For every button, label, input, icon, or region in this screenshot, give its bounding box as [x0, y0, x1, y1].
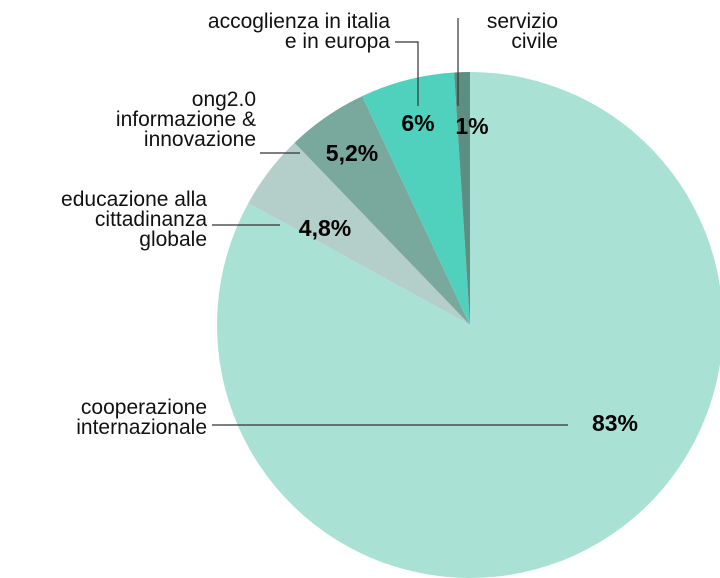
value-label: 5,2% — [326, 140, 378, 166]
label-line: informazione & — [116, 108, 256, 131]
pie-slice — [294, 96, 470, 325]
value-label: 6% — [401, 110, 434, 136]
pie-slice — [454, 72, 470, 325]
label-line: innovazione — [144, 128, 256, 151]
value-label: 1% — [455, 113, 488, 139]
label-line: internazionale — [76, 416, 207, 439]
label-line: globale — [139, 228, 207, 251]
pie-slice — [248, 142, 470, 325]
value-label: 4,8% — [299, 215, 351, 241]
label-line: civile — [511, 30, 558, 53]
category-label: accoglienza in italia e in europa — [208, 10, 390, 53]
label-line: servizio — [487, 10, 558, 33]
label-line: ong2.0 — [192, 88, 256, 111]
category-label: servizio civile — [487, 10, 558, 53]
label-line: e in europa — [285, 30, 390, 53]
pie-slice — [362, 72, 470, 325]
category-label: educazione alla cittadinanza globale — [61, 188, 207, 251]
label-line: educazione alla — [61, 188, 207, 211]
pie-slice — [217, 72, 720, 578]
value-label: 83% — [592, 410, 638, 436]
leader-line — [395, 41, 419, 106]
category-label: ong2.0 informazione & innovazione — [116, 88, 256, 151]
label-line: cittadinanza — [95, 208, 207, 231]
label-line: cooperazione — [81, 396, 207, 419]
label-line: accoglienza in italia — [208, 10, 390, 33]
category-label: cooperazione internazionale — [76, 396, 207, 439]
